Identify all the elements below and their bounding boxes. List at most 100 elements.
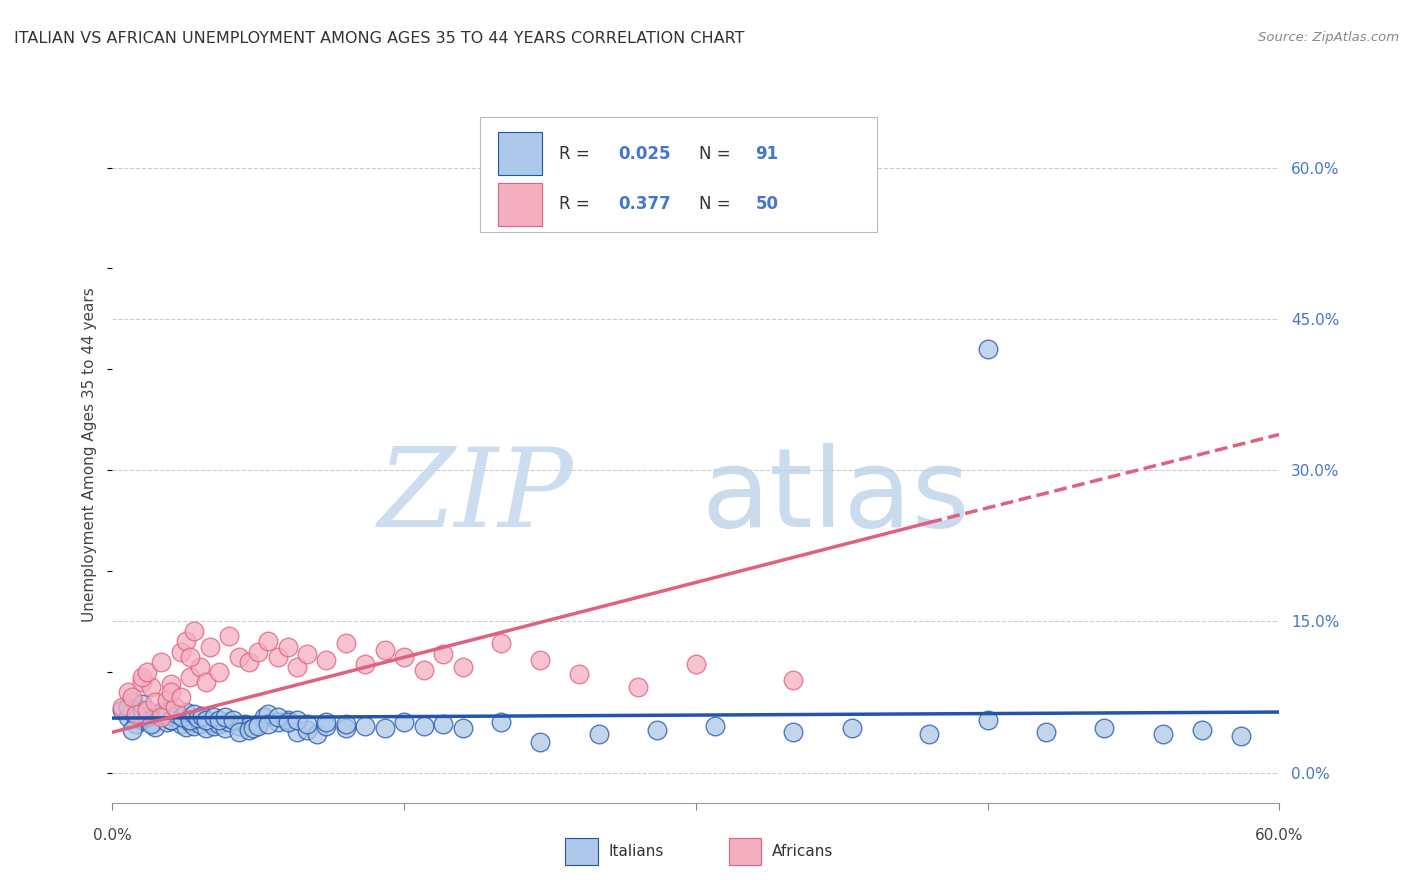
Point	[218, 629, 240, 643]
Point	[150, 655, 173, 669]
Point	[491, 715, 513, 730]
FancyBboxPatch shape	[728, 838, 761, 865]
Point	[169, 717, 191, 731]
Point	[183, 624, 205, 639]
Point	[208, 717, 231, 731]
Point	[412, 663, 434, 677]
Point	[247, 644, 270, 658]
Point	[267, 710, 290, 724]
Point	[374, 642, 396, 657]
Point	[247, 719, 270, 733]
Point	[150, 707, 173, 722]
Point	[267, 649, 290, 664]
Point	[645, 723, 668, 738]
Point	[143, 720, 166, 734]
Point	[188, 659, 211, 673]
Point	[136, 710, 159, 724]
Point	[242, 721, 264, 735]
Text: 50: 50	[755, 195, 779, 213]
Point	[335, 721, 357, 735]
Text: ZIP: ZIP	[378, 443, 574, 550]
Point	[169, 690, 191, 704]
Point	[208, 713, 231, 727]
Point	[218, 715, 240, 730]
Point	[432, 717, 454, 731]
Point	[295, 723, 318, 738]
Text: 0.025: 0.025	[617, 145, 671, 162]
Point	[1035, 725, 1057, 739]
Point	[315, 652, 337, 666]
Point	[782, 201, 804, 215]
Point	[194, 721, 217, 735]
Text: 0.0%: 0.0%	[93, 828, 132, 843]
Point	[588, 727, 610, 741]
Point	[188, 717, 211, 731]
Point	[179, 713, 201, 727]
Point	[176, 720, 198, 734]
Text: R =: R =	[560, 195, 595, 213]
Point	[191, 709, 214, 723]
Text: Source: ZipAtlas.com: Source: ZipAtlas.com	[1258, 31, 1399, 45]
Point	[222, 713, 245, 727]
Point	[141, 680, 163, 694]
Point	[150, 710, 173, 724]
Point	[394, 649, 416, 664]
Point	[156, 715, 179, 730]
FancyBboxPatch shape	[479, 118, 877, 232]
Point	[160, 713, 183, 727]
Point	[202, 710, 225, 724]
Point	[163, 700, 186, 714]
Point	[276, 715, 298, 730]
Point	[198, 640, 221, 654]
Point	[117, 710, 139, 724]
Point	[131, 713, 153, 727]
Point	[315, 719, 337, 733]
Point	[131, 674, 153, 689]
Point	[295, 717, 318, 731]
Point	[183, 707, 205, 722]
Point	[568, 666, 591, 681]
FancyBboxPatch shape	[565, 838, 598, 865]
Point	[136, 703, 159, 717]
Point	[169, 644, 191, 658]
Point	[285, 659, 308, 673]
Point	[187, 711, 209, 725]
Point	[315, 715, 337, 730]
Point	[257, 717, 280, 731]
FancyBboxPatch shape	[498, 132, 541, 175]
Text: Italians: Italians	[609, 844, 664, 859]
Point	[976, 713, 998, 727]
Point	[179, 715, 201, 730]
Point	[117, 685, 139, 699]
Point	[156, 693, 179, 707]
Point	[150, 705, 173, 719]
Point	[285, 725, 308, 739]
Text: N =: N =	[699, 195, 737, 213]
Point	[295, 647, 318, 661]
Point	[238, 719, 260, 733]
Point	[194, 674, 217, 689]
Point	[176, 705, 198, 719]
Point	[179, 649, 201, 664]
Point	[782, 725, 804, 739]
Point	[233, 717, 256, 731]
Point	[238, 655, 260, 669]
Point	[172, 710, 194, 724]
Point	[121, 695, 143, 709]
Point	[141, 715, 163, 730]
Point	[163, 710, 186, 724]
Point	[276, 640, 298, 654]
Point	[208, 665, 231, 679]
Point	[194, 713, 217, 727]
Point	[214, 710, 236, 724]
Point	[1191, 723, 1213, 738]
Point	[202, 719, 225, 733]
Point	[131, 703, 153, 717]
FancyBboxPatch shape	[498, 183, 541, 226]
Point	[125, 707, 148, 722]
Point	[354, 719, 377, 733]
Point	[125, 717, 148, 731]
Point	[143, 695, 166, 709]
Point	[238, 723, 260, 738]
Y-axis label: Unemployment Among Ages 35 to 44 years: Unemployment Among Ages 35 to 44 years	[82, 287, 97, 623]
